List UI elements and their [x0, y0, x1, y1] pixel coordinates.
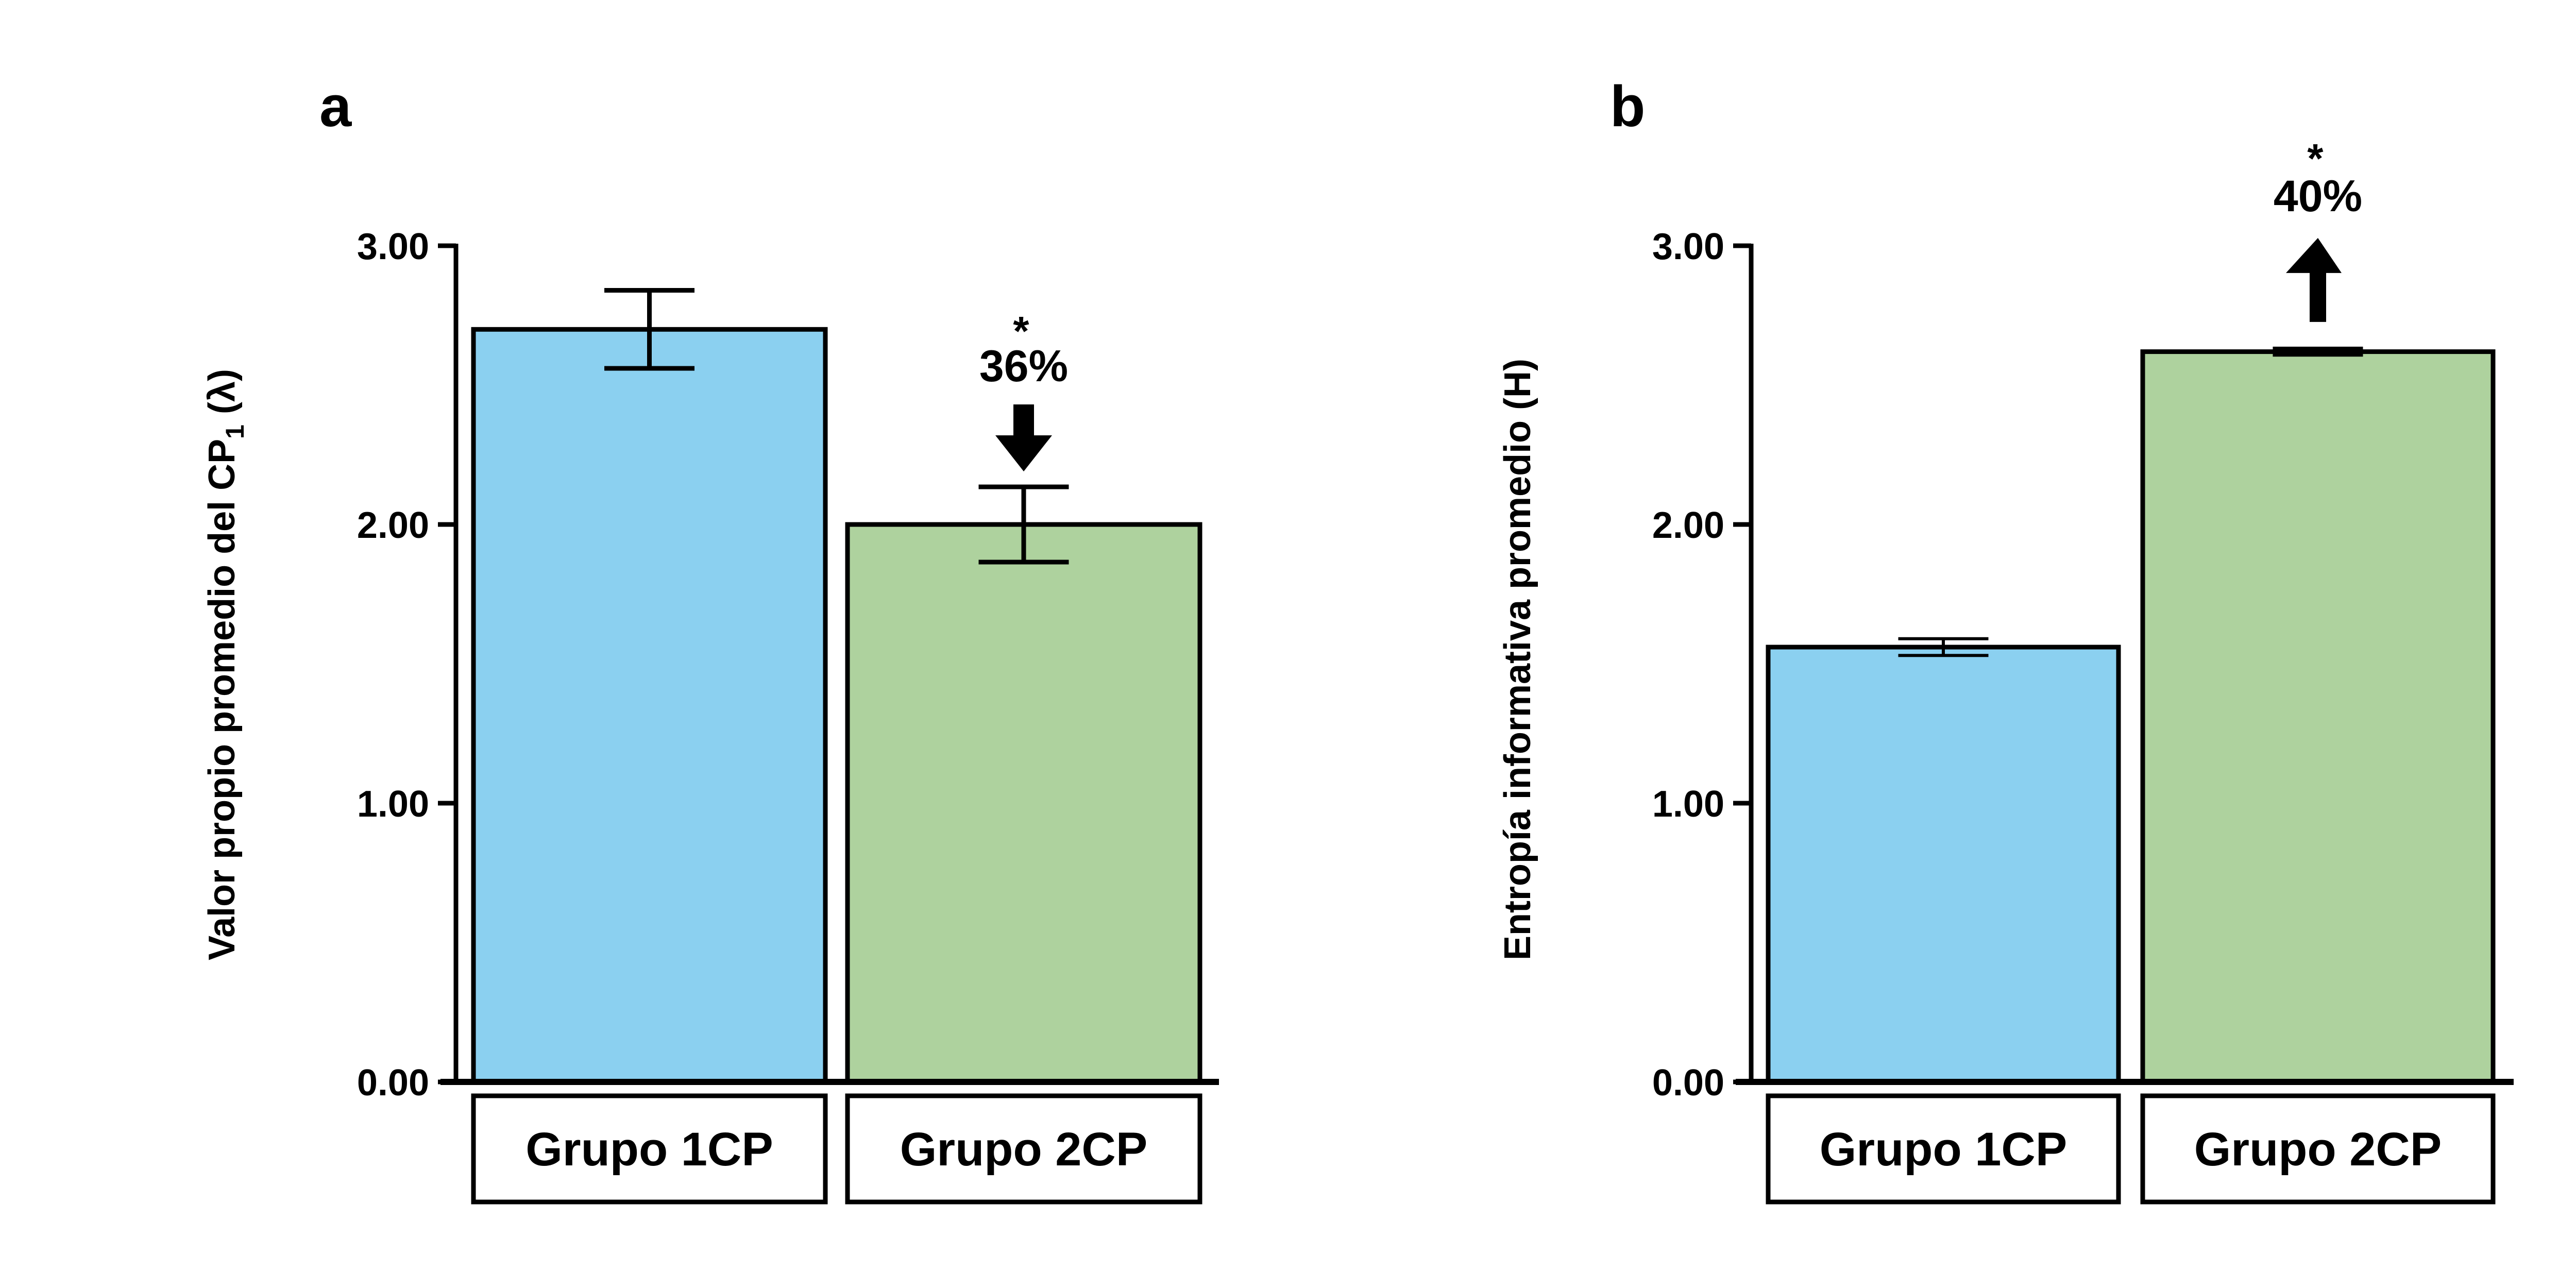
error-bar-1 [604, 288, 694, 371]
category-label: Grupo 2CP [900, 1123, 1147, 1176]
y-axis-title-a-suffix: (λ) [201, 369, 243, 425]
category-box-1: Grupo 1CP [1766, 1093, 2121, 1205]
category-box-frame [2140, 1093, 2496, 1205]
category-label: Grupo 2CP [2194, 1123, 2442, 1176]
error-bar-2 [978, 484, 1069, 565]
y-tick-label: 0.00 [357, 1062, 429, 1104]
panel-b: b Entropía informativa promedio (H) Grup… [1497, 74, 2514, 1205]
error-bar-2 [2273, 346, 2363, 357]
y-tick-label: 3.00 [1652, 226, 1724, 267]
bar-2 [845, 522, 1202, 1084]
y-axis-title-b-main: Entropía informativa promedio (H) [1497, 359, 1538, 960]
panel-a: a Valor propio promedio del CP1 (λ) Grup… [201, 74, 1219, 1205]
y-axis-title-a: Valor propio promedio del CP1 (λ) [201, 369, 249, 960]
annotation-40pct: 40%* [2274, 135, 2362, 322]
category-box-2: Grupo 2CP [2140, 1093, 2496, 1205]
bar-1 [1766, 645, 2121, 1084]
category-box-2: Grupo 2CP [845, 1093, 1202, 1205]
annotation-36pct: 36%* [979, 308, 1068, 471]
category-box-frame [845, 1093, 1202, 1205]
plot-area-b: Grupo 1CP Grupo 2CP 0.00 1.00 2.00 3.00 40%* [1652, 135, 2514, 1205]
annotation-percent: 40% [2274, 172, 2362, 221]
y-tick-label: 1.00 [1652, 784, 1724, 825]
category-box-1: Grupo 1CP [471, 1093, 828, 1205]
y-tick-label: 1.00 [357, 784, 429, 825]
panel-letter-a: a [319, 74, 352, 139]
plot-area-a: Grupo 1CP Grupo 2CP 0.00 1.00 2.00 3.00 36%* [357, 226, 1219, 1205]
category-label: Grupo 1CP [526, 1123, 773, 1176]
y-tick-label: 2.00 [1652, 505, 1724, 546]
y-tick-label: 0.00 [1652, 1062, 1724, 1104]
category-box-frame [471, 1093, 828, 1205]
error-bar-1 [1898, 637, 1989, 657]
panel-letter-b: b [1610, 74, 1645, 139]
significance-star: * [1013, 308, 1029, 354]
category-box-frame [1766, 1093, 2121, 1205]
y-axis-title-b: Entropía informativa promedio (H) [1497, 359, 1538, 960]
annotation-percent: 36% [979, 342, 1068, 391]
y-axis-title-a-subscript: 1 [221, 425, 249, 439]
arrow-up-icon [2286, 238, 2342, 322]
y-tick-label: 2.00 [357, 505, 429, 546]
y-axis-title-a-main: Valor propio promedio del CP [201, 439, 243, 960]
bar-2 [2140, 349, 2496, 1084]
bar-1 [471, 327, 828, 1084]
category-label: Grupo 1CP [1820, 1123, 2067, 1176]
y-tick-label: 3.00 [357, 226, 429, 267]
significance-star: * [2307, 135, 2324, 181]
arrow-down-icon [995, 404, 1052, 471]
